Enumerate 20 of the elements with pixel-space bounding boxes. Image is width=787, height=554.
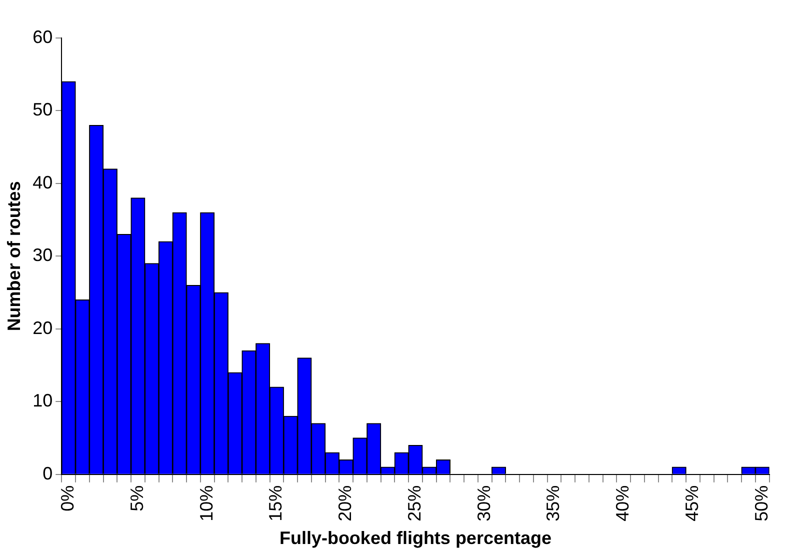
x-tick-label: 35% [543, 485, 564, 522]
x-tick-label: 30% [474, 485, 494, 522]
x-tick-label: 20% [335, 485, 356, 522]
y-tick-label: 50 [32, 100, 53, 120]
x-tick-label: 10% [196, 485, 216, 522]
x-tick-label: 0% [58, 485, 78, 512]
y-tick-label: 30 [32, 245, 53, 266]
y-tick-label: 40 [32, 172, 53, 192]
y-tick-label: 0 [42, 463, 53, 484]
x-tick-label: 5% [126, 485, 147, 512]
x-tick-label: 50% [751, 485, 772, 522]
y-tick-label: 10 [32, 390, 53, 411]
x-tick-label: 40% [612, 485, 633, 522]
x-tick-label: 45% [682, 485, 702, 522]
y-tick-label: 20 [32, 318, 53, 338]
x-tick-label: 25% [404, 485, 424, 522]
y-axis-title: Number of routes [4, 181, 24, 332]
x-tick-label: 15% [266, 485, 286, 522]
y-tick-label: 60 [32, 26, 53, 47]
x-axis-title: Fully-booked flights percentage [279, 528, 552, 548]
